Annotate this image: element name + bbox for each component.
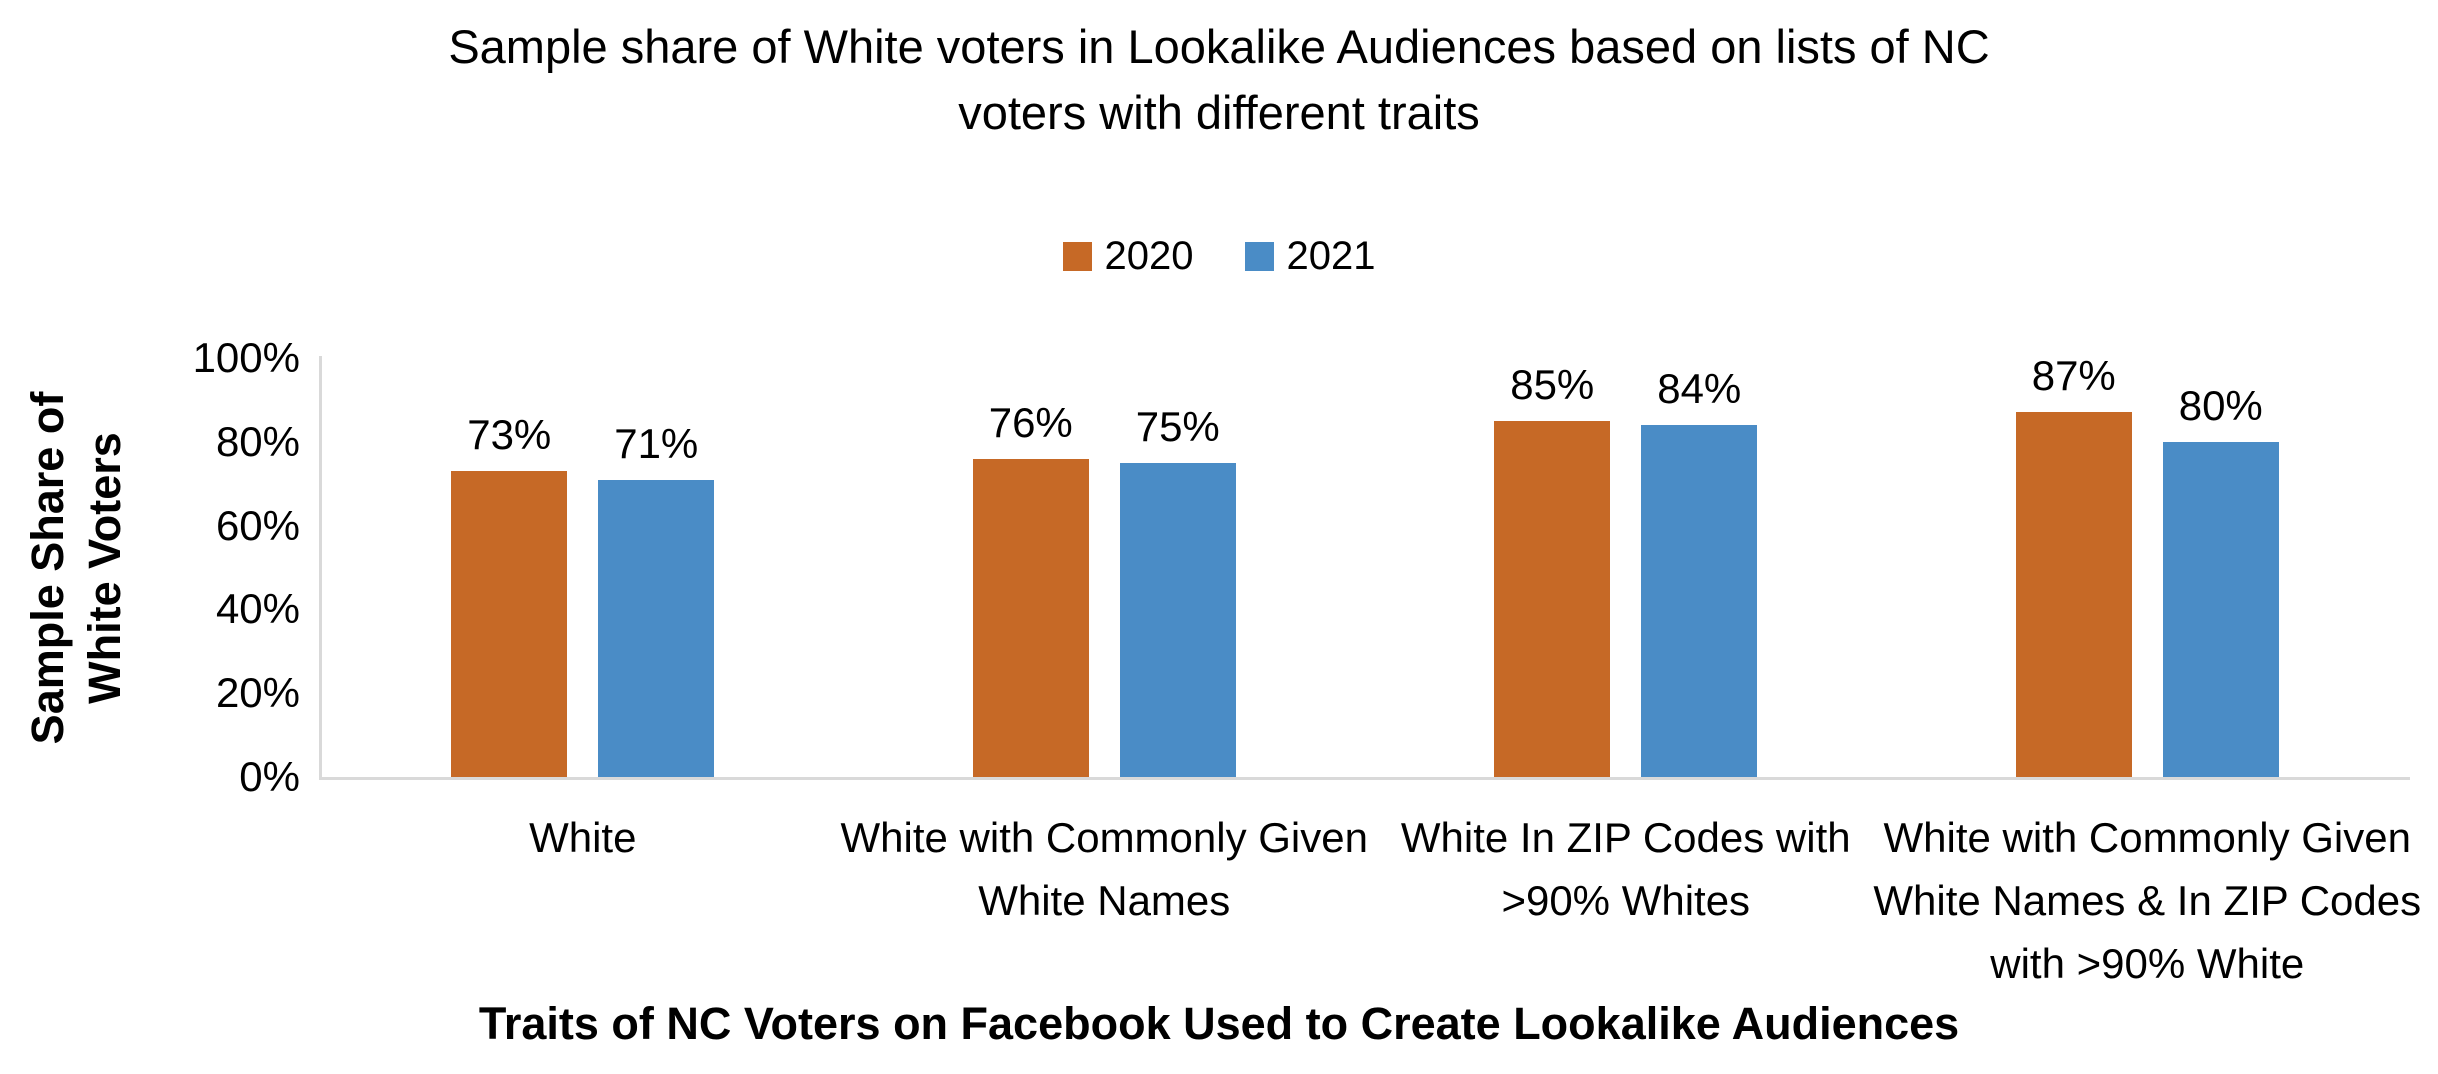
x-axis-title: Traits of NC Voters on Facebook Used to …: [478, 998, 1960, 1049]
bar-2021-category-2: 75%: [1119, 404, 1236, 777]
x-axis-line: [319, 777, 2410, 780]
bar-value-label-2021-category-2: 75%: [1135, 402, 1220, 450]
category-label-1: White: [283, 806, 883, 869]
bar-2020-category-4: 87%: [2015, 354, 2132, 777]
plot-area: 73% 71% 76% 75% 85% 84% 87% 80%: [322, 354, 2408, 777]
chart-title: Sample share of White voters in Lookalik…: [0, 14, 2438, 146]
category-label-line: White with Commonly Given: [1883, 814, 2411, 861]
y-axis-line: [319, 356, 322, 780]
legend-item-2021: 2021: [1244, 234, 1376, 279]
category-label-line: White with Commonly Given: [840, 814, 1368, 861]
y-tick-label-60pct: 60%: [215, 501, 300, 549]
category-label-line: with >90% White: [1990, 940, 2305, 987]
bar-value-label-2020-category-1: 73%: [467, 411, 552, 459]
category-label-line: White Names: [978, 877, 1231, 924]
category-label-line: White: [529, 814, 637, 861]
bar-value-label-2020-category-4: 87%: [2031, 352, 2116, 400]
category-label-line: White Names & In ZIP Codes: [1873, 877, 2422, 924]
chart-title-line-1: Sample share of White voters in Lookalik…: [448, 20, 1990, 73]
category-label-2: White with Commonly Given White Names: [804, 806, 1404, 932]
bar-value-label-2021-category-1: 71%: [614, 419, 699, 467]
legend: 2020 2021: [0, 234, 2438, 279]
legend-item-2020: 2020: [1062, 234, 1194, 279]
y-tick-label-0pct: 0%: [239, 753, 300, 800]
y-tick-label-100pct: 100%: [192, 334, 300, 381]
category-label-line: >90% Whites: [1501, 877, 1751, 924]
bar-value-label-2020-category-3: 85%: [1510, 360, 1595, 408]
y-tick-label-80pct: 80%: [215, 417, 300, 465]
bar-value-label-2021-category-4: 80%: [2178, 381, 2263, 429]
legend-swatch-2020: [1062, 242, 1092, 271]
legend-label: 2020: [1104, 234, 1194, 278]
bar-2021-category-4: 80%: [2162, 383, 2279, 777]
bar-2021-category-1: 71%: [598, 421, 715, 777]
category-label-3: White In ZIP Codes with >90% Whites: [1326, 806, 1926, 932]
category-label-line: White In ZIP Codes with: [1400, 814, 1851, 861]
y-tick-label-20pct: 20%: [215, 669, 300, 717]
bar-2021-category-3: 84%: [1641, 367, 1758, 777]
legend-label: 2021: [1286, 234, 1376, 278]
bar-value-label-2020-category-2: 76%: [988, 398, 1073, 446]
category-label-4: White with Commonly Given White Names & I…: [1847, 806, 2438, 995]
bar-value-label-2021-category-3: 84%: [1657, 365, 1742, 413]
legend-swatch-2021: [1244, 242, 1274, 271]
bar-2020-category-1: 73%: [451, 413, 568, 777]
bar-2020-category-3: 85%: [1494, 362, 1611, 777]
y-tick-label-40pct: 40%: [215, 585, 300, 633]
bar-2020-category-2: 76%: [972, 400, 1089, 777]
chart-title-line-2: voters with different traits: [958, 86, 1480, 139]
